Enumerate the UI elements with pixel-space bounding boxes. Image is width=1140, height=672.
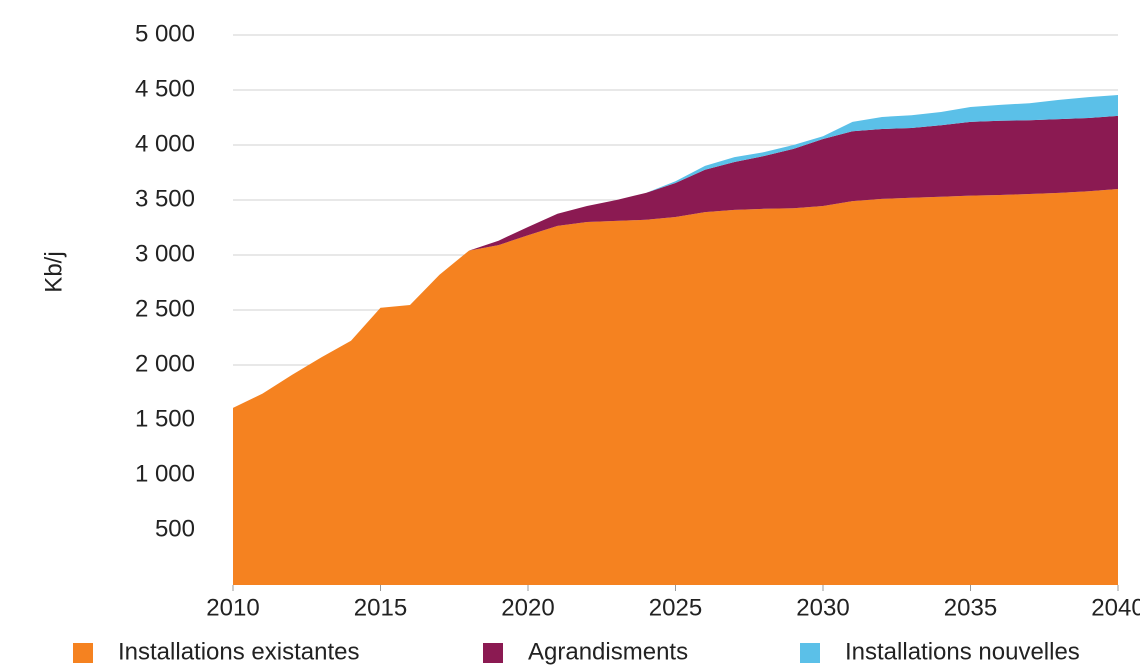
legend-label: Installations nouvelles	[845, 638, 1080, 665]
y-tick-label: 3 500	[135, 185, 195, 212]
x-tick-label: 2035	[944, 594, 997, 621]
x-tick-label: 2020	[501, 594, 554, 621]
area	[233, 115, 1118, 408]
y-axis-label: Kb/j	[40, 251, 67, 292]
legend-swatch	[800, 643, 820, 663]
y-tick-label: 4 500	[135, 75, 195, 102]
x-tick-label: 2010	[206, 594, 259, 621]
x-tick-label: 2030	[796, 594, 849, 621]
y-tick-label: 4 000	[135, 130, 195, 157]
y-tick-label: 1 000	[135, 460, 195, 487]
y-tick-label: 3 000	[135, 240, 195, 267]
legend-swatch	[73, 643, 93, 663]
x-tick-label: 2025	[649, 594, 702, 621]
y-tick-label: 1 500	[135, 405, 195, 432]
legend-label: Agrandisments	[528, 638, 688, 665]
y-tick-label: 500	[155, 515, 195, 542]
y-tick-label: 5 000	[135, 20, 195, 47]
y-tick-label: 2 500	[135, 295, 195, 322]
area	[233, 189, 1118, 585]
x-tick-label: 2040	[1091, 594, 1140, 621]
legend-label: Installations existantes	[118, 638, 359, 665]
y-tick-label: 2 000	[135, 350, 195, 377]
x-tick-label: 2015	[354, 594, 407, 621]
legend-swatch	[483, 643, 503, 663]
